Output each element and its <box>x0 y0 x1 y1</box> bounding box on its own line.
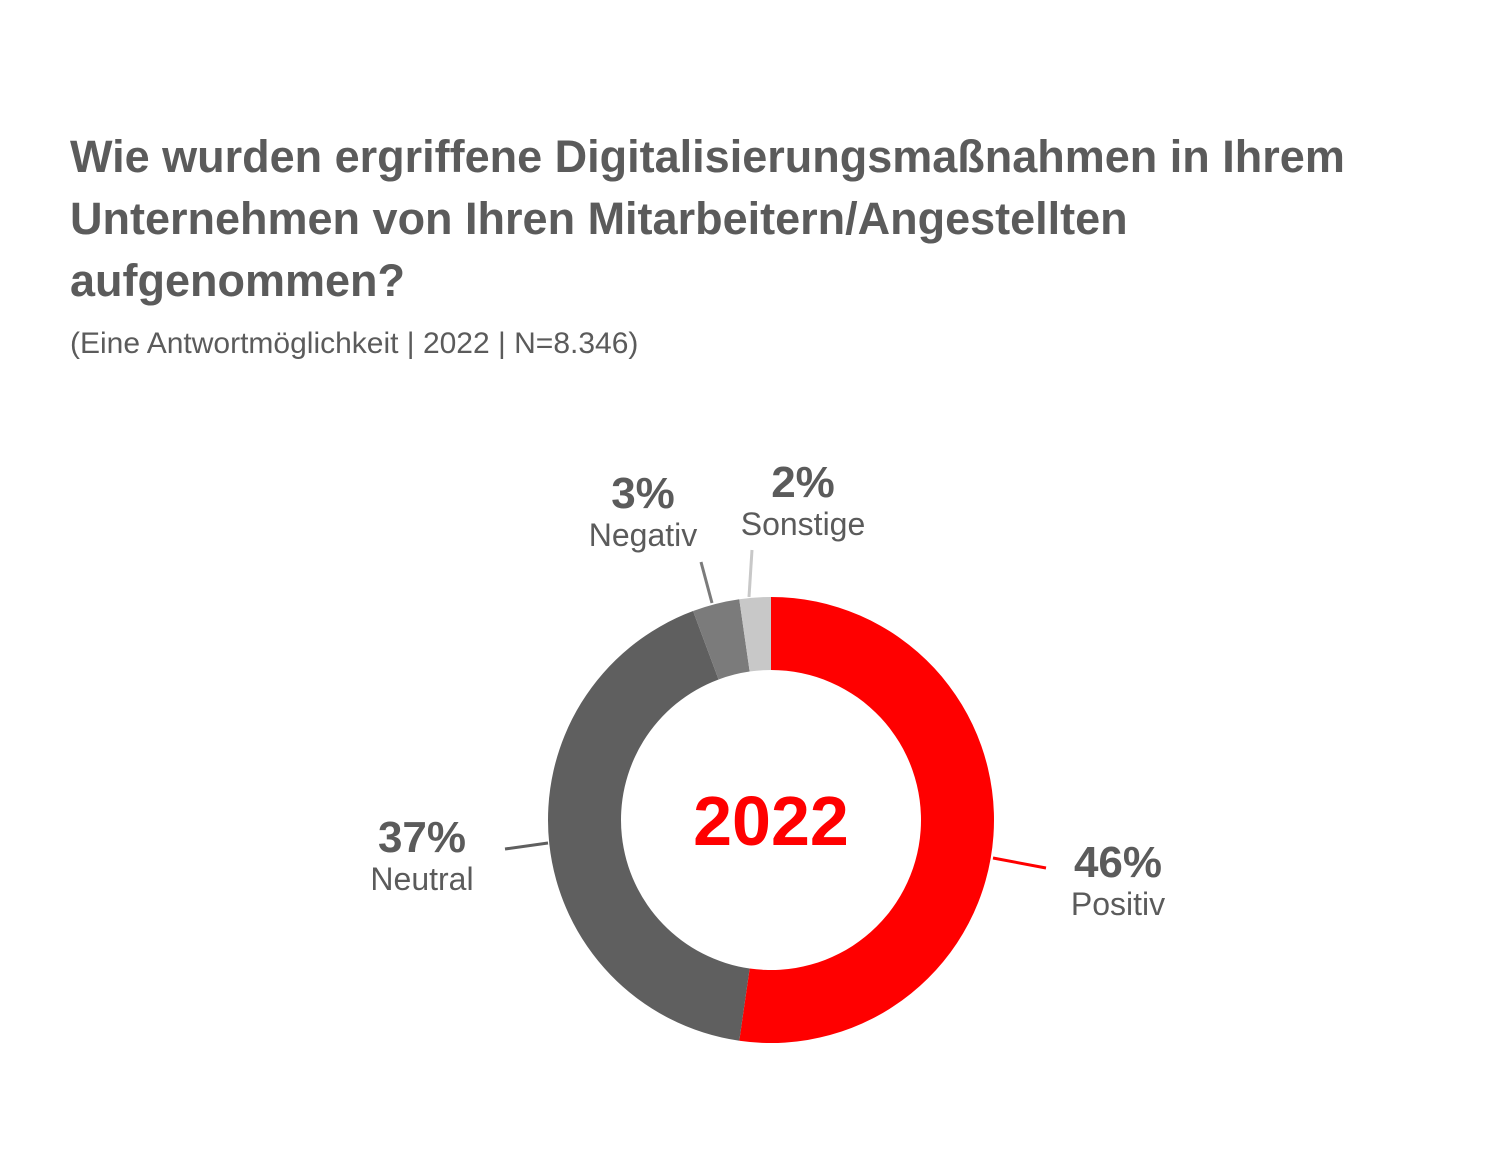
donut-slice-positiv <box>739 597 994 1043</box>
slice-value-label-neutral: 37% <box>378 813 466 862</box>
donut-slices <box>547 597 994 1043</box>
chart-title: Wie wurden ergriffene Digitalisierungsma… <box>70 131 1345 306</box>
leader-line-sonstige <box>747 549 754 598</box>
leader-line-neutral <box>504 841 549 851</box>
leader-lines <box>504 549 1047 870</box>
leader-line-positiv <box>992 856 1047 870</box>
slice-name-label-negativ: Negativ <box>589 517 698 553</box>
slice-value-label-negativ: 3% <box>611 469 675 518</box>
slice-value-label-sonstige: 2% <box>771 458 835 507</box>
slice-name-label-sonstige: Sonstige <box>741 506 866 542</box>
slice-value-label-positiv: 46% <box>1074 838 1162 887</box>
donut-slice-neutral <box>547 611 750 1041</box>
donut-slice-sonstige <box>739 597 771 672</box>
donut-slice-negativ <box>693 599 750 680</box>
slice-name-label-neutral: Neutral <box>370 861 473 897</box>
leader-line-negativ <box>699 561 714 604</box>
slice-labels: 46%Positiv 37%Neutral 3%Negativ 2%Sonstige <box>370 458 1165 922</box>
donut-center-label: 2022 <box>693 782 849 860</box>
chart-subtitle: (Eine Antwortmöglichkeit | 2022 | N=8.34… <box>70 327 639 360</box>
slice-name-label-positiv: Positiv <box>1071 886 1165 922</box>
